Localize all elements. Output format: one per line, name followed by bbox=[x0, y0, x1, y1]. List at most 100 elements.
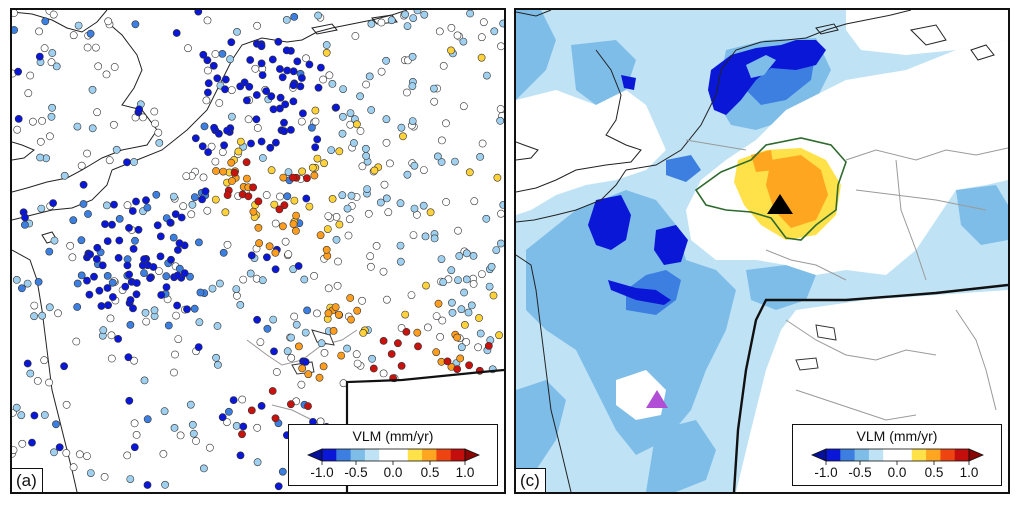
gnss-site-blue-mid bbox=[283, 192, 292, 201]
gnss-site-blue-light bbox=[86, 469, 95, 477]
gnss-site-yellow bbox=[401, 310, 410, 319]
gnss-site-blue-dark bbox=[227, 38, 236, 47]
gnss-site-white bbox=[105, 156, 114, 165]
legend-title-a: VLM (mm/yr) bbox=[352, 428, 434, 444]
gnss-site-blue-light bbox=[246, 269, 255, 278]
gnss-site-blue-light bbox=[213, 322, 222, 330]
gnss-site-white bbox=[290, 312, 299, 321]
gnss-site-white bbox=[12, 10, 18, 17]
gnss-site-white bbox=[497, 209, 504, 218]
gnss-site-blue-dark bbox=[194, 343, 203, 351]
gnss-site-blue-dark bbox=[289, 97, 298, 106]
gnss-site-red bbox=[280, 201, 289, 210]
gnss-site-white bbox=[377, 18, 386, 27]
gnss-site-white bbox=[215, 99, 224, 107]
gnss-site-blue-dark bbox=[257, 137, 266, 146]
gnss-site-blue-dark bbox=[132, 290, 141, 299]
gnss-site-blue-dark bbox=[236, 451, 245, 460]
gnss-site-blue-light bbox=[447, 266, 456, 275]
gnss-site-blue-dark bbox=[274, 482, 283, 491]
colorbar-segment bbox=[840, 449, 855, 461]
gnss-site-orange bbox=[294, 342, 303, 351]
purple-triangle-marker bbox=[646, 390, 668, 408]
gnss-site-white bbox=[68, 253, 77, 262]
gnss-site-blue-dark bbox=[257, 401, 266, 410]
gnss-site-orange bbox=[334, 310, 343, 319]
gnss-site-blue-dark bbox=[101, 220, 109, 228]
gnss-site-red bbox=[249, 183, 257, 192]
gnss-site-white bbox=[35, 27, 43, 36]
gnss-site-orange bbox=[304, 370, 313, 379]
gnss-site-blue-light bbox=[141, 308, 150, 317]
gnss-site-blue-mid bbox=[219, 248, 228, 257]
gnss-site-orange bbox=[279, 173, 288, 182]
gnss-site-white bbox=[297, 380, 306, 389]
gnss-site-blue-light bbox=[496, 116, 504, 125]
gnss-site-blue-light bbox=[409, 14, 418, 23]
gnss-site-blue-dark bbox=[172, 29, 181, 37]
gnss-site-white bbox=[203, 16, 212, 25]
gnss-site-red bbox=[254, 197, 263, 206]
gnss-site-white bbox=[423, 323, 432, 332]
gnss-site-yellow bbox=[477, 53, 486, 62]
gnss-site-white bbox=[49, 10, 58, 19]
gnss-site-blue-mid bbox=[190, 193, 199, 202]
gnss-site-blue-light bbox=[382, 56, 390, 65]
gnss-site-white bbox=[438, 316, 447, 325]
gnss-site-blue-mid bbox=[263, 324, 272, 333]
gnss-site-blue-dark bbox=[103, 237, 112, 245]
gnss-site-white bbox=[253, 423, 262, 432]
gnss-site-blue-dark bbox=[302, 194, 311, 203]
gnss-site-white bbox=[356, 127, 365, 135]
gnss-site-blue-light bbox=[317, 339, 326, 348]
gnss-site-white bbox=[287, 353, 296, 362]
gnss-site-blue-dark bbox=[213, 74, 222, 83]
gnss-site-orange bbox=[249, 207, 258, 216]
gnss-site-white bbox=[72, 337, 81, 346]
gnss-site-white bbox=[366, 262, 375, 271]
gnss-site-red bbox=[268, 387, 277, 395]
colorbar-segment bbox=[954, 449, 970, 461]
gnss-site-white bbox=[324, 284, 333, 293]
gnss-site-orange bbox=[265, 242, 274, 251]
gnss-site-orange bbox=[322, 245, 331, 254]
gnss-site-yellow bbox=[211, 195, 220, 204]
gnss-site-yellow bbox=[221, 208, 230, 217]
gnss-site-white bbox=[211, 50, 220, 58]
gnss-site-yellow bbox=[267, 166, 276, 175]
gnss-site-blue-dark bbox=[280, 118, 288, 127]
gnss-site-blue-light bbox=[284, 168, 293, 176]
gnss-site-white bbox=[344, 231, 353, 240]
gnss-site-orange bbox=[319, 362, 328, 371]
gnss-site-blue-light bbox=[365, 72, 374, 81]
gnss-site-blue-light bbox=[499, 19, 504, 28]
gnss-site-blue-light bbox=[387, 16, 396, 25]
gnss-site-white bbox=[436, 332, 444, 341]
gnss-site-blue-dark bbox=[269, 105, 278, 114]
gnss-site-blue-dark bbox=[271, 138, 280, 147]
gnss-site-orange bbox=[292, 211, 300, 220]
gnss-site-blue-light bbox=[408, 52, 417, 61]
gnss-site-blue-mid bbox=[278, 467, 287, 476]
gnss-site-white bbox=[379, 369, 388, 378]
gnss-site-white bbox=[202, 96, 211, 105]
gnss-site-orange bbox=[254, 223, 263, 232]
gnss-site-blue-light bbox=[346, 109, 355, 117]
gnss-site-blue-dark bbox=[173, 271, 182, 280]
gnss-site-blue-light bbox=[212, 353, 220, 362]
gnss-site-blue-dark bbox=[123, 158, 131, 167]
gnss-site-blue-light bbox=[408, 82, 417, 90]
gnss-site-blue-dark bbox=[125, 223, 133, 232]
gnss-site-blue-dark bbox=[55, 443, 64, 452]
gnss-site-white bbox=[205, 443, 214, 452]
colorbar-segment bbox=[826, 449, 841, 461]
gnss-site-blue-dark bbox=[198, 142, 207, 151]
gnss-site-blue-dark bbox=[271, 265, 280, 274]
gnss-site-blue-light bbox=[189, 429, 198, 438]
gnss-site-blue-dark bbox=[267, 92, 276, 101]
gnss-site-blue-dark bbox=[293, 57, 302, 66]
map-panel-c: VLM (mm/yr) -1.0 -0.5 0.0 0.5 1.0 (c) bbox=[514, 8, 1010, 494]
gnss-site-white bbox=[442, 198, 450, 206]
gnss-site-white bbox=[184, 44, 192, 53]
gnss-site-blue-mid bbox=[143, 203, 152, 212]
